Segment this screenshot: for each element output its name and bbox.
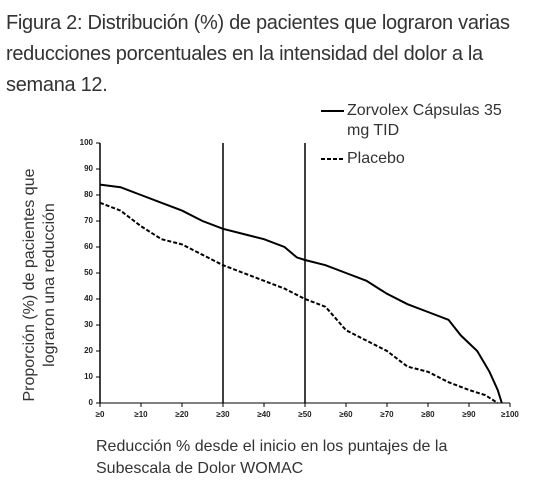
x-tick-label: ≥0	[96, 410, 105, 419]
y-tick-label: 10	[84, 372, 93, 381]
series-line	[99, 201, 499, 404]
x-tick-label: ≥20	[175, 410, 189, 419]
y-tick-label: 50	[84, 268, 93, 277]
y-tick-label: 100	[80, 138, 94, 147]
x-tick-label: ≥60	[339, 410, 353, 419]
y-tick-label: 20	[84, 346, 93, 355]
x-axis-label: Reducción % desde el inicio en los punta…	[96, 438, 448, 477]
chart-title: Figura 2: Distribución (%) de pacientes …	[6, 12, 510, 96]
y-tick-label: 70	[84, 216, 93, 225]
series-line	[99, 183, 503, 404]
x-tick-label: ≥90	[462, 410, 476, 419]
x-tick-label: ≥10	[134, 410, 148, 419]
y-tick-label: 90	[84, 164, 93, 173]
y-tick-label: 60	[84, 242, 93, 251]
y-tick-label: 80	[84, 190, 93, 199]
x-tick-label: ≥50	[298, 410, 312, 419]
y-tick-label: 40	[84, 294, 93, 303]
legend-label: Placebo	[347, 150, 405, 167]
y-tick-label: 0	[89, 398, 94, 407]
x-tick-label: ≥80	[421, 410, 435, 419]
x-tick-label: ≥70	[380, 410, 394, 419]
y-axis-label: Proporción (%) de pacientes que lograron…	[21, 168, 58, 402]
x-tick-label: ≥40	[257, 410, 271, 419]
y-tick-label: 30	[84, 320, 93, 329]
x-tick-label: ≥30	[216, 410, 230, 419]
x-tick-label: ≥100	[501, 410, 519, 419]
legend-label: Zorvolex Cápsulas 35 mg TID	[347, 102, 502, 139]
